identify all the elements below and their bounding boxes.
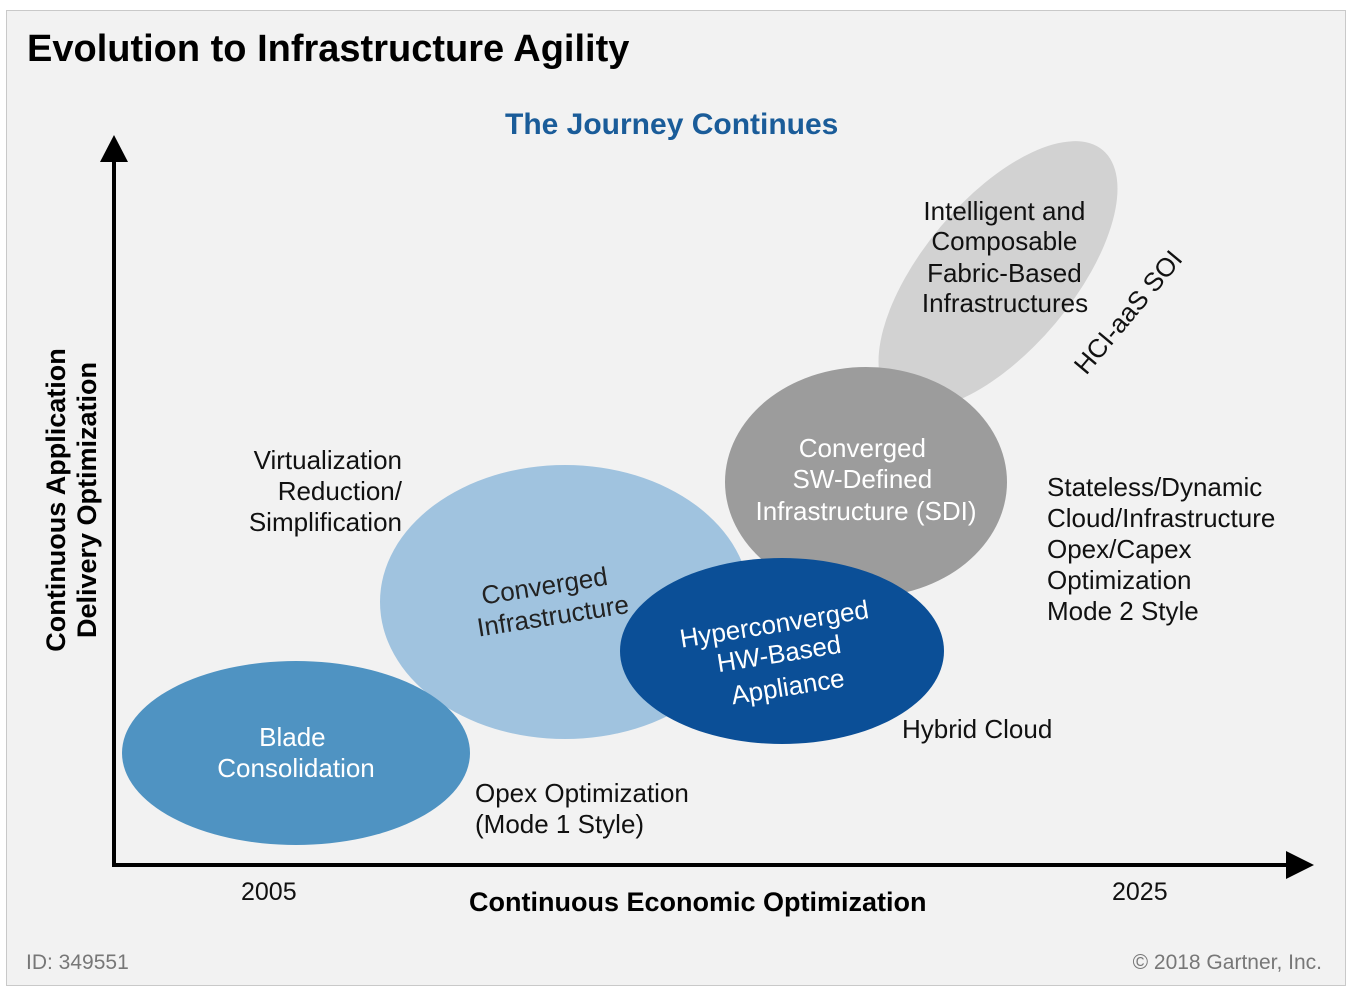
annotation-line: Mode 2 Style (1047, 596, 1199, 626)
y-axis-label-line: Delivery Optimization (72, 361, 102, 639)
stage-label-converged-group: Converged Infrastructure (470, 558, 631, 643)
footer-id: ID: 349551 (26, 951, 129, 974)
footer-copyright: © 2018 Gartner, Inc. (1132, 951, 1322, 974)
annotation-line: Stateless/Dynamic (1047, 472, 1263, 502)
annotation-opex: Opex Optimization (Mode 1 Style) (475, 778, 689, 840)
stage-label-line: Composable (931, 226, 1077, 256)
x-axis-start-year: 2005 (241, 878, 297, 906)
stage-label-line: Intelligent and (923, 196, 1085, 226)
stage-ellipse-hyperconverged (620, 558, 944, 744)
annotation-virtualization: Virtualization Reduction/ Simplification (249, 445, 402, 538)
y-axis-label: Continuous Application Delivery Optimiza… (41, 348, 103, 651)
stage-label-blade: Blade Consolidation (217, 722, 375, 783)
x-axis-end-year: 2025 (1112, 878, 1168, 906)
stage-label-line: Converged (799, 433, 926, 463)
stage-label-line: Infrastructures (922, 288, 1088, 318)
stage-label-line: Blade (259, 722, 326, 752)
stage-ellipse-composable (878, 141, 1118, 409)
stage-ellipse-sdi (725, 367, 1007, 597)
stage-label-line: SW-Defined (793, 464, 933, 494)
x-axis-label: Continuous Economic Optimization (469, 887, 927, 917)
annotation-line: Optimization (1047, 565, 1192, 595)
annotation-line: Simplification (248, 507, 402, 537)
annotation-line: Reduction/ (277, 476, 402, 506)
x-axis-arrow (1286, 851, 1314, 879)
stage-label-sdi: Converged SW-Defined Infrastructure (SDI… (755, 433, 976, 526)
stage-label-line: Consolidation (217, 753, 375, 783)
page-title: Evolution to Infrastructure Agility (27, 28, 630, 70)
stage-label-converged: Converged Infrastructure (470, 558, 631, 642)
stage-ellipse-blade (122, 661, 470, 845)
annotation-hybrid-cloud: Hybrid Cloud (902, 714, 1053, 744)
stage-label-line: Fabric-Based (927, 258, 1082, 288)
annotation-line: Cloud/Infrastructure (1047, 503, 1276, 533)
subtitle: The Journey Continues (505, 108, 839, 141)
annotation-line: Opex/Capex (1047, 534, 1192, 564)
y-axis-label-line: Continuous Application (41, 348, 71, 652)
y-axis-arrow (100, 135, 128, 162)
stage-label-line: Infrastructure (SDI) (755, 496, 976, 526)
annotation-line: (Mode 1 Style) (475, 809, 645, 839)
annotation-line: Virtualization (253, 445, 402, 475)
annotation-stateless: Stateless/Dynamic Cloud/Infrastructure O… (1047, 472, 1275, 627)
stage-label-composable: Intelligent and Composable Fabric-Based … (922, 196, 1093, 318)
annotation-line: Opex Optimization (475, 778, 689, 808)
